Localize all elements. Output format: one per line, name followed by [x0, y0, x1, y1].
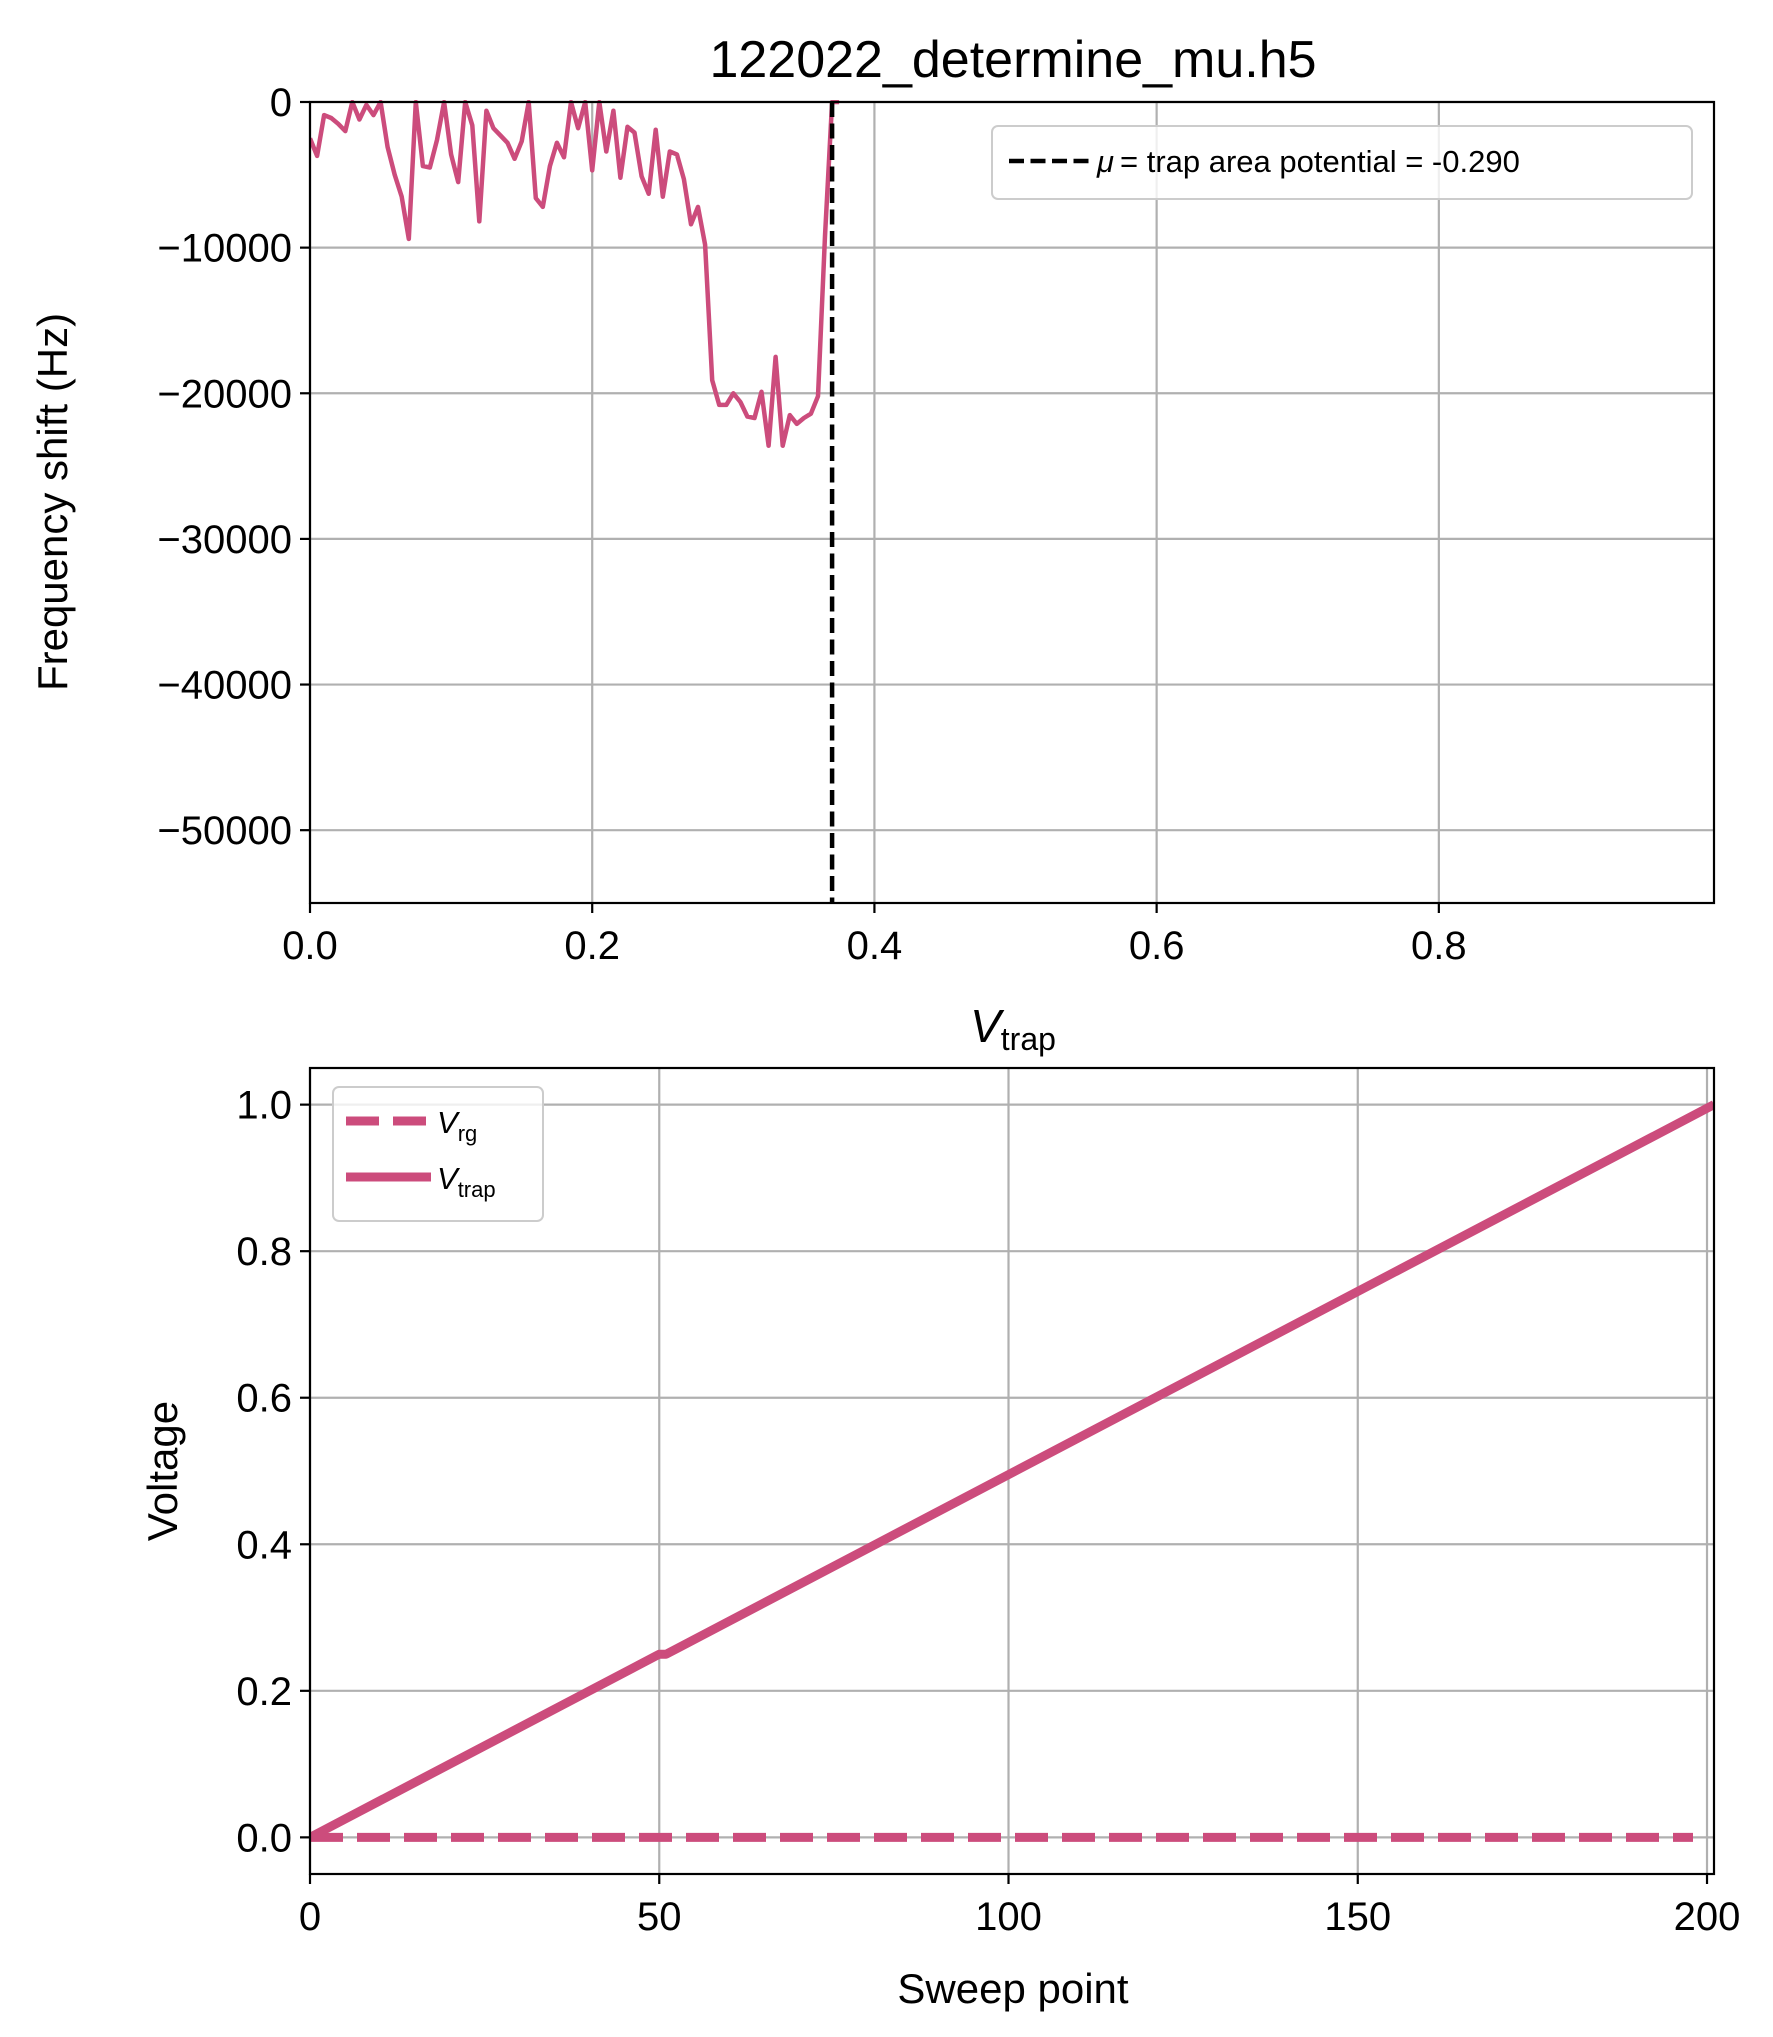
p1-axes-frame — [308, 100, 1716, 905]
p1-y-tick-label: −20000 — [157, 372, 292, 416]
frequency-shift-panel: 122022_determine_mu.h5 0.0 0.2 0.4 0.6 0.8 0 −… — [29, 31, 1716, 1057]
p2-y-tick-label: 0.0 — [236, 1816, 292, 1860]
p2-y-tick-label: 0.4 — [236, 1523, 292, 1567]
p2-ticks: 0 50 100 150 200 0.0 0.2 0.4 0.6 0.8 1.0 — [236, 1084, 1740, 1939]
p2-series-group — [310, 1100, 1714, 1842]
p1-x-tick-label: 0.0 — [282, 924, 338, 968]
p2-y-axis-label: Voltage — [139, 1401, 186, 1541]
p1-x-tick-label: 0.6 — [1129, 924, 1185, 968]
p1-legend-box — [991, 125, 1693, 200]
p2-x-tick-label: 0 — [299, 1895, 321, 1939]
p1-x-tick-label: 0.8 — [1411, 924, 1467, 968]
p2-y-tick-label: 0.8 — [236, 1230, 292, 1274]
p1-series-line-0 — [310, 100, 840, 448]
p2-x-tick-label: 150 — [1324, 1895, 1391, 1939]
p1-x-tick-label: 0.4 — [847, 924, 903, 968]
p2-y-tick-label: 0.2 — [236, 1670, 292, 1714]
p2-axes-frame — [308, 1066, 1716, 1876]
p1-ticks: 0.0 0.2 0.4 0.6 0.8 0 −10000 −20000 −30000 −40000… — [157, 81, 1466, 968]
p2-x-tick-label: 200 — [1674, 1895, 1741, 1939]
p1-y-axis-label: Frequency shift (Hz) — [29, 313, 76, 691]
p2-y-tick-label: 0.6 — [236, 1377, 292, 1421]
p1-x-tick-label: 0.2 — [564, 924, 620, 968]
p1-series-group — [310, 100, 840, 903]
p1-grid — [308, 100, 1714, 903]
p1-y-tick-label: −50000 — [157, 809, 292, 853]
p2-x-tick-label: 100 — [975, 1895, 1042, 1939]
p2-x-axis-label: Sweep point — [897, 1965, 1128, 2012]
p1-legend: μ = trap area potential = -0.290 — [991, 125, 1693, 200]
p2-legend-label-vrg: Vrg — [437, 1105, 477, 1146]
p1-legend-label: μ = trap area potential = -0.290 — [1096, 144, 1520, 179]
p1-y-tick-label: −10000 — [157, 227, 292, 271]
p2-legend-box — [332, 1086, 544, 1222]
p1-x-axis-label: Vtrap — [970, 1000, 1056, 1057]
p2-legend-label-vtrap: Vtrap — [437, 1161, 496, 1202]
voltage-panel: 0 50 100 150 200 0.0 0.2 0.4 0.6 0.8 1.0 Sweep poi… — [139, 1066, 1740, 2012]
p2-legend: Vrg Vtrap — [332, 1086, 544, 1222]
p1-y-tick-label: 0 — [270, 81, 292, 125]
p1-y-tick-label: −30000 — [157, 518, 292, 562]
p1-y-tick-label: −40000 — [157, 664, 292, 708]
p2-y-tick-label: 1.0 — [236, 1084, 292, 1128]
p2-series-line-1 — [310, 1100, 1714, 1842]
chart-title: 122022_determine_mu.h5 — [709, 31, 1316, 89]
p2-x-tick-label: 50 — [637, 1895, 682, 1939]
